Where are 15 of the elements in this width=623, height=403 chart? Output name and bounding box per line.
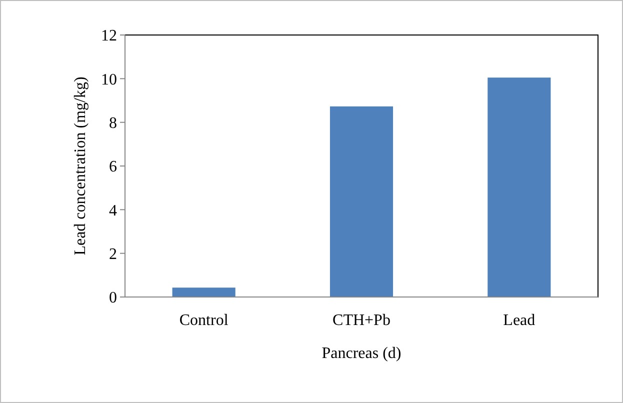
- bar: [172, 288, 236, 297]
- y-tick-label: 0: [109, 290, 117, 307]
- y-axis-title: Lead concentration (mg/kg): [72, 76, 89, 256]
- y-tick-label: 2: [109, 246, 117, 263]
- bar: [330, 106, 394, 297]
- x-axis-title: Pancreas (d): [322, 345, 402, 362]
- x-tick-label: Lead: [503, 312, 536, 329]
- bar: [488, 78, 551, 297]
- x-tick-label: CTH+Pb: [332, 312, 390, 329]
- x-tick-label: Control: [179, 312, 229, 329]
- y-tick-label: 10: [101, 71, 117, 88]
- y-tick-label: 4: [109, 202, 117, 220]
- y-tick-label: 6: [109, 158, 117, 176]
- y-tick-label: 8: [109, 114, 117, 132]
- y-tick-label: 12: [101, 28, 117, 45]
